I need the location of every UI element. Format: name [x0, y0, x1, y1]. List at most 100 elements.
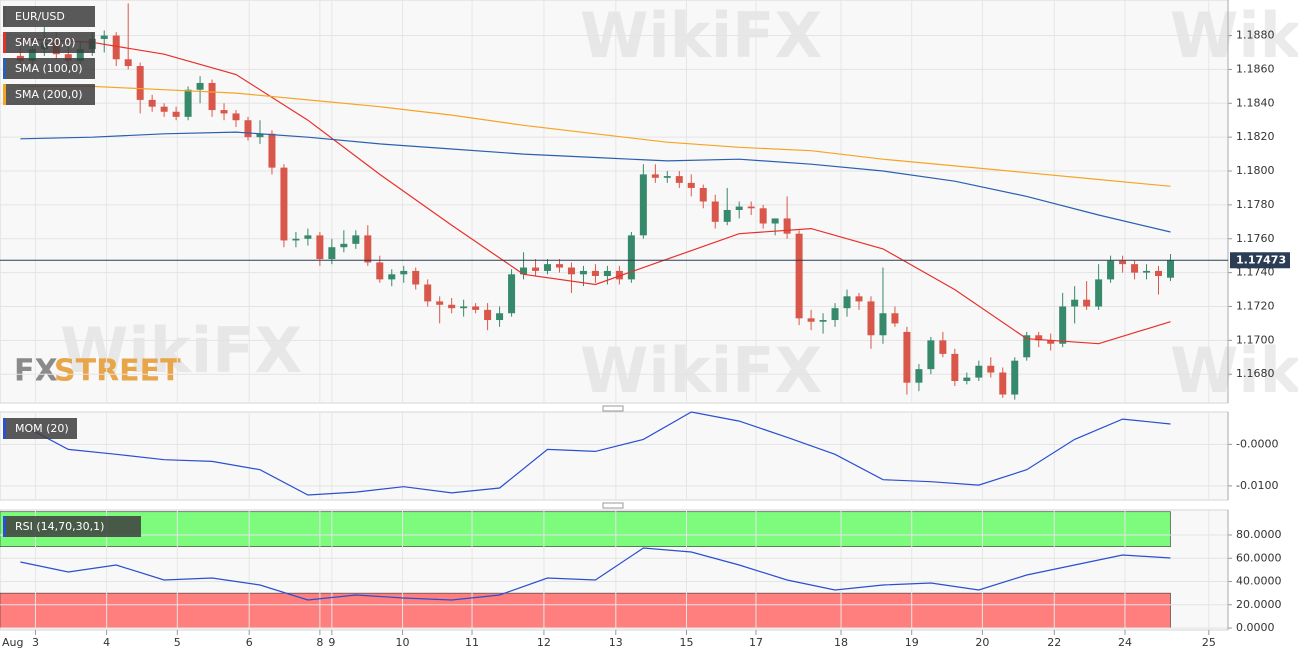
- candle-body: [160, 106, 168, 112]
- x-tick-label: 3: [32, 636, 39, 649]
- candle-body: [951, 353, 959, 381]
- x-tick-label: 6: [246, 636, 253, 649]
- x-tick-label: 17: [749, 636, 763, 649]
- x-tick-label: 8: [316, 636, 323, 649]
- candle-body: [579, 270, 587, 275]
- legend-swatch: [3, 418, 6, 439]
- candle-body: [735, 206, 743, 210]
- grip[interactable]: [602, 502, 624, 509]
- candle-body: [843, 296, 851, 309]
- candle-body: [591, 270, 599, 277]
- x-tick-label: 22: [1047, 636, 1061, 649]
- legend-box: [3, 418, 77, 439]
- candle-body: [711, 201, 719, 222]
- candle-body: [388, 274, 396, 280]
- candle-body: [639, 174, 647, 236]
- rsi-band: [0, 511, 1171, 547]
- y-tick-label: 1.1680: [1236, 367, 1275, 380]
- watermark: WikiFX: [1170, 334, 1298, 407]
- candle-body: [1071, 299, 1079, 307]
- x-tick-label: 11: [465, 636, 479, 649]
- candle-body: [328, 247, 336, 260]
- y-tick-label: 1.1700: [1236, 333, 1275, 346]
- y-tick-label: 60.0000: [1236, 551, 1282, 564]
- y-tick-label: 1.1820: [1236, 130, 1275, 143]
- candle-body: [627, 235, 635, 280]
- y-tick-label: 1.1780: [1236, 198, 1275, 211]
- candle-body: [915, 369, 923, 383]
- y-tick-label: 1.1720: [1236, 299, 1275, 312]
- candle-body: [963, 377, 971, 381]
- candle-body: [376, 262, 384, 280]
- x-tick-label: 5: [174, 636, 181, 649]
- candle-body: [184, 89, 192, 117]
- candle-body: [1011, 360, 1019, 395]
- legend-label: SMA (20,0): [15, 36, 76, 49]
- y-tick-label: 0.0000: [1236, 621, 1275, 634]
- candle-body: [867, 301, 875, 336]
- candle-body: [208, 82, 216, 111]
- candle-body: [1107, 260, 1115, 280]
- candle-body: [795, 233, 803, 319]
- candle-body: [544, 264, 552, 271]
- legend-box: [3, 32, 95, 53]
- candle-body: [663, 176, 671, 178]
- candle-body: [1155, 270, 1163, 277]
- legend-swatch: [3, 6, 6, 27]
- x-tick-label: 13: [609, 636, 623, 649]
- indicator-line: [20, 131, 1171, 233]
- legend-box: [3, 58, 95, 79]
- candle-body: [400, 270, 408, 275]
- x-tick-label: 19: [905, 636, 919, 649]
- candle-body: [148, 99, 156, 107]
- x-tick-label: 15: [679, 636, 693, 649]
- candle-body: [1166, 260, 1174, 278]
- y-tick-label: 1.1880: [1236, 29, 1275, 42]
- candle-body: [1095, 279, 1103, 307]
- candle-body: [999, 372, 1007, 395]
- watermarks: WikiFX WikiFX WikiFX WikiFX WikiFX FX ST…: [14, 0, 1298, 407]
- x-tick-label: 4: [103, 636, 110, 649]
- y-tick-label: -0.0000: [1236, 437, 1278, 450]
- legend-label: RSI (14,70,30,1): [15, 520, 104, 533]
- price-tag: [1230, 252, 1290, 269]
- candle-body: [436, 301, 444, 305]
- candle-body: [100, 35, 108, 39]
- legend-swatch: [3, 516, 6, 537]
- candle-body: [903, 331, 911, 383]
- candle-body: [256, 133, 264, 138]
- candle-body: [603, 270, 611, 277]
- x-tick-label: 25: [1202, 636, 1216, 649]
- candle-body: [520, 267, 528, 275]
- candle-body: [280, 167, 288, 241]
- y-tick-label: 1.1740: [1236, 266, 1275, 279]
- legend-label: EUR/USD: [15, 10, 65, 23]
- candle-body: [268, 133, 276, 168]
- legend-swatch: [3, 84, 6, 105]
- candle-body: [807, 318, 815, 322]
- candle-body: [64, 54, 72, 61]
- logo-street: STREET: [54, 354, 181, 389]
- candle-body: [1083, 299, 1091, 307]
- grip[interactable]: [602, 405, 624, 412]
- candle-body: [987, 365, 995, 373]
- candle-body: [1035, 335, 1043, 341]
- candle-body: [412, 270, 420, 285]
- candle-body: [352, 235, 360, 244]
- candle-body: [496, 313, 504, 321]
- legend-label: SMA (200,0): [15, 88, 83, 101]
- candle-body: [567, 267, 575, 275]
- panel-bg: [0, 411, 1229, 501]
- candle-body: [1023, 335, 1031, 358]
- candle-body: [172, 111, 180, 117]
- indicator-line: [20, 85, 1171, 187]
- candle-body: [687, 182, 695, 188]
- y-tick-label: 1.1800: [1236, 164, 1275, 177]
- candle-body: [879, 313, 887, 336]
- candle-body: [28, 49, 36, 61]
- candle-body: [112, 35, 120, 60]
- candle-body: [1047, 340, 1055, 344]
- x-tick-label: 12: [537, 636, 551, 649]
- candle-body: [891, 313, 899, 324]
- candle-body: [484, 309, 492, 321]
